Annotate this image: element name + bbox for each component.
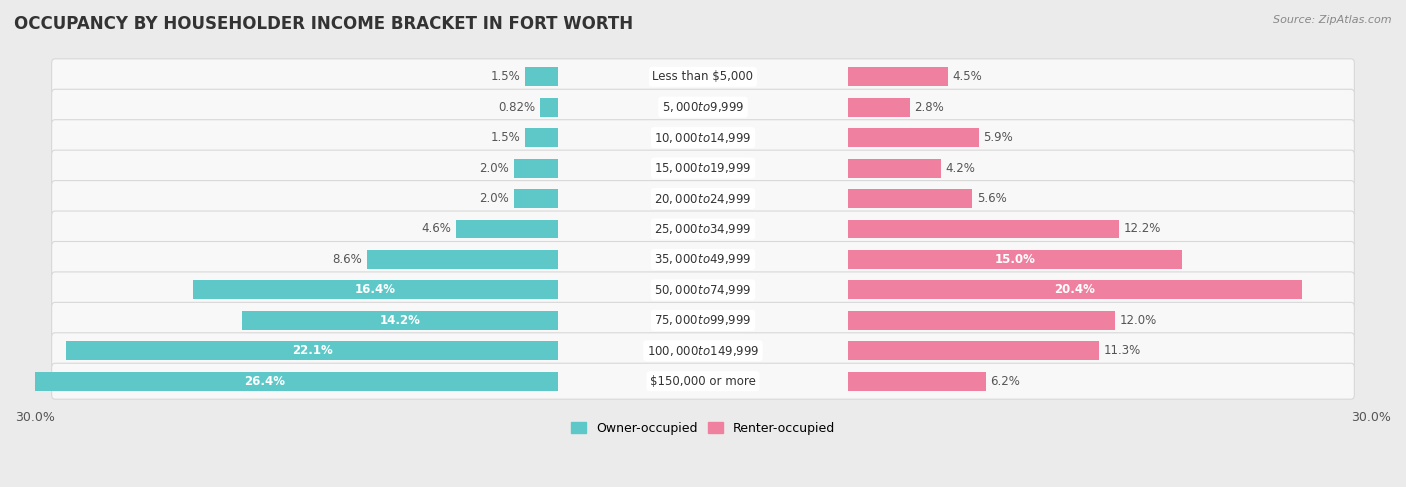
Text: $100,000 to $149,999: $100,000 to $149,999 <box>647 344 759 358</box>
FancyBboxPatch shape <box>52 333 1354 369</box>
Text: Source: ZipAtlas.com: Source: ZipAtlas.com <box>1274 15 1392 25</box>
Bar <box>513 159 558 178</box>
FancyBboxPatch shape <box>52 120 1354 156</box>
Bar <box>848 98 910 117</box>
Bar <box>848 67 948 86</box>
FancyBboxPatch shape <box>52 181 1354 217</box>
Legend: Owner-occupied, Renter-occupied: Owner-occupied, Renter-occupied <box>567 417 839 440</box>
Bar <box>66 341 558 360</box>
Text: $10,000 to $14,999: $10,000 to $14,999 <box>654 131 752 145</box>
FancyBboxPatch shape <box>52 272 1354 308</box>
Bar <box>524 128 558 147</box>
Bar <box>848 311 1115 330</box>
Text: $15,000 to $19,999: $15,000 to $19,999 <box>654 161 752 175</box>
Text: $35,000 to $49,999: $35,000 to $49,999 <box>654 252 752 266</box>
Text: $25,000 to $34,999: $25,000 to $34,999 <box>654 222 752 236</box>
Text: 0.82%: 0.82% <box>498 101 536 114</box>
Text: 22.1%: 22.1% <box>292 344 333 357</box>
Bar <box>193 281 558 300</box>
Bar <box>848 159 941 178</box>
Bar <box>848 250 1182 269</box>
Text: 4.5%: 4.5% <box>952 70 983 83</box>
Text: 6.2%: 6.2% <box>990 375 1021 388</box>
Bar <box>0 372 558 391</box>
Text: 1.5%: 1.5% <box>491 131 520 144</box>
Text: $20,000 to $24,999: $20,000 to $24,999 <box>654 191 752 206</box>
FancyBboxPatch shape <box>52 59 1354 95</box>
Text: 5.9%: 5.9% <box>984 131 1014 144</box>
Bar <box>848 372 986 391</box>
Text: $150,000 or more: $150,000 or more <box>650 375 756 388</box>
Text: $75,000 to $99,999: $75,000 to $99,999 <box>654 313 752 327</box>
Bar <box>513 189 558 208</box>
Text: 5.6%: 5.6% <box>977 192 1007 205</box>
Text: 2.0%: 2.0% <box>479 192 509 205</box>
Text: 11.3%: 11.3% <box>1104 344 1142 357</box>
Text: 8.6%: 8.6% <box>333 253 363 266</box>
Text: 15.0%: 15.0% <box>994 253 1035 266</box>
Text: 26.4%: 26.4% <box>243 375 285 388</box>
FancyBboxPatch shape <box>52 363 1354 399</box>
Bar <box>456 220 558 239</box>
Text: Less than $5,000: Less than $5,000 <box>652 70 754 83</box>
Bar <box>848 220 1119 239</box>
FancyBboxPatch shape <box>52 242 1354 278</box>
Bar <box>848 189 973 208</box>
FancyBboxPatch shape <box>52 150 1354 186</box>
FancyBboxPatch shape <box>52 302 1354 338</box>
Bar <box>848 341 1099 360</box>
Text: 20.4%: 20.4% <box>1054 283 1095 297</box>
Text: 14.2%: 14.2% <box>380 314 420 327</box>
Bar <box>848 281 1302 300</box>
Text: 2.0%: 2.0% <box>479 162 509 175</box>
Bar <box>524 67 558 86</box>
Bar <box>367 250 558 269</box>
Text: $5,000 to $9,999: $5,000 to $9,999 <box>662 100 744 114</box>
Bar <box>848 128 979 147</box>
Bar <box>540 98 558 117</box>
Text: 1.5%: 1.5% <box>491 70 520 83</box>
Text: 16.4%: 16.4% <box>356 283 396 297</box>
Bar <box>242 311 558 330</box>
Text: OCCUPANCY BY HOUSEHOLDER INCOME BRACKET IN FORT WORTH: OCCUPANCY BY HOUSEHOLDER INCOME BRACKET … <box>14 15 633 33</box>
Text: 12.0%: 12.0% <box>1119 314 1157 327</box>
Text: 12.2%: 12.2% <box>1123 223 1161 236</box>
Text: 4.2%: 4.2% <box>946 162 976 175</box>
FancyBboxPatch shape <box>52 89 1354 125</box>
Text: 4.6%: 4.6% <box>422 223 451 236</box>
Text: $50,000 to $74,999: $50,000 to $74,999 <box>654 283 752 297</box>
FancyBboxPatch shape <box>52 211 1354 247</box>
Text: 2.8%: 2.8% <box>914 101 945 114</box>
